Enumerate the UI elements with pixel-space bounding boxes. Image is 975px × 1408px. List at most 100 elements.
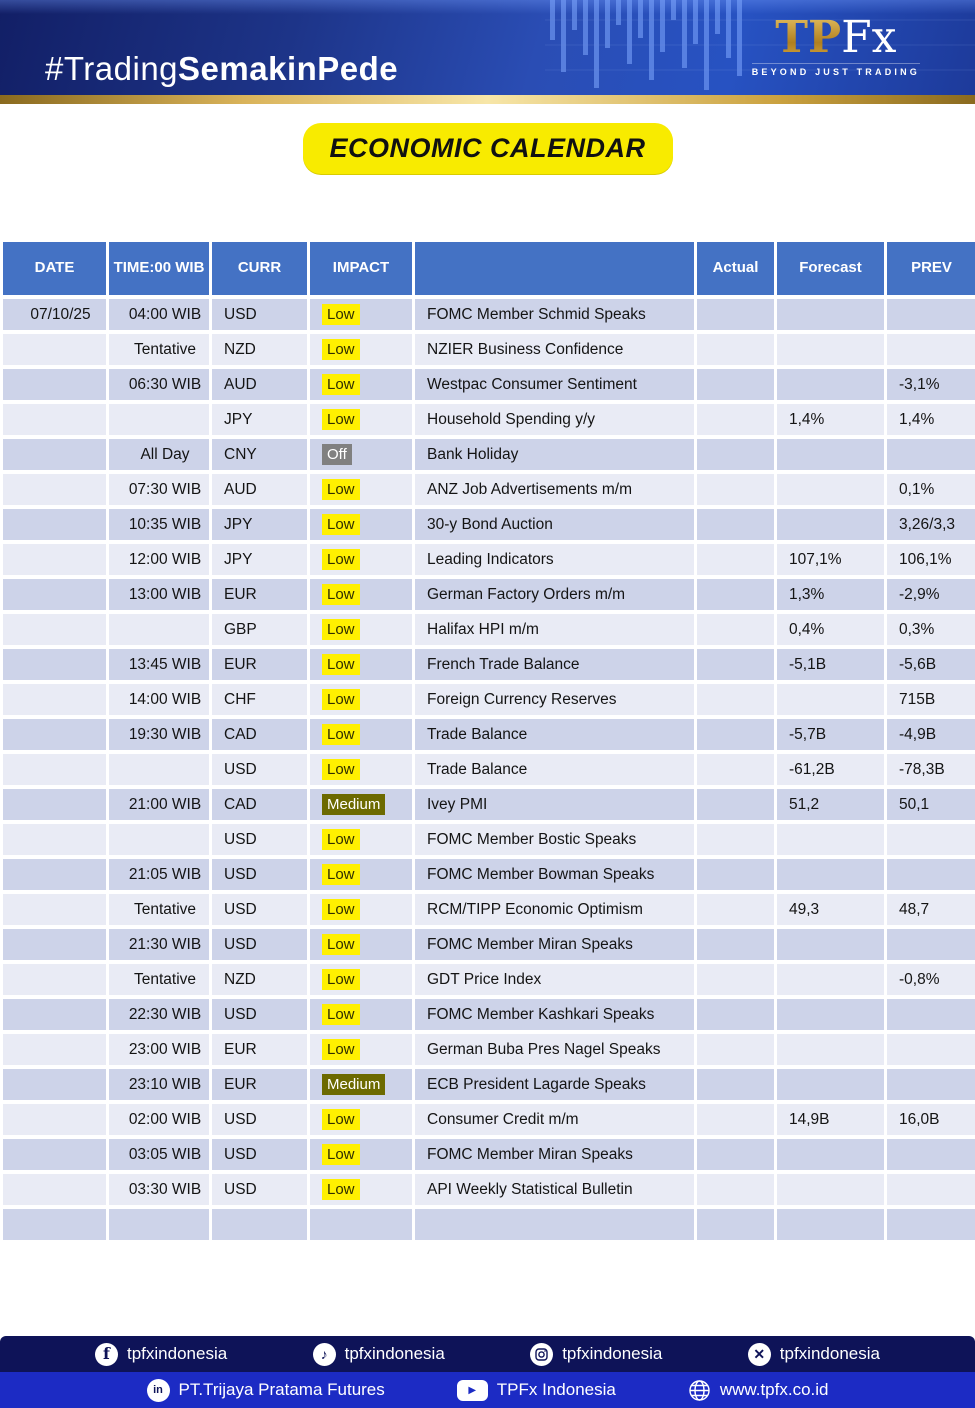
impact-badge-low: Low bbox=[322, 864, 360, 885]
cell-event: FOMC Member Bostic Speaks bbox=[415, 824, 694, 855]
cell-time: 14:00 WIB bbox=[109, 684, 209, 715]
cell-curr bbox=[212, 1209, 307, 1240]
column-header-date: DATE bbox=[3, 242, 106, 295]
cell-time: 13:00 WIB bbox=[109, 579, 209, 610]
cell-curr: USD bbox=[212, 859, 307, 890]
impact-badge-low: Low bbox=[322, 584, 360, 605]
page-title: ECONOMIC CALENDAR bbox=[302, 123, 673, 174]
cell-event: ECB President Lagarde Speaks bbox=[415, 1069, 694, 1100]
cell-impact: Medium bbox=[310, 1069, 412, 1100]
cell-actual bbox=[697, 824, 774, 855]
cell-prev bbox=[887, 824, 975, 855]
cell-time: 12:00 WIB bbox=[109, 544, 209, 575]
cell-prev: -0,8% bbox=[887, 964, 975, 995]
cell-actual bbox=[697, 614, 774, 645]
table-row: All Day CNY Off Bank Holiday bbox=[3, 439, 975, 470]
cell-actual bbox=[697, 369, 774, 400]
cell-event: FOMC Member Schmid Speaks bbox=[415, 299, 694, 330]
table-row: 22:30 WIB USD Low FOMC Member Kashkari Spea… bbox=[3, 999, 975, 1030]
cell-forecast: 107,1% bbox=[777, 544, 884, 575]
social-label: PT.Trijaya Pratama Futures bbox=[178, 1380, 385, 1399]
tpfx-logo-word: TPFx bbox=[752, 16, 920, 60]
social-link-x[interactable]: ✕ tpfxindonesia bbox=[747, 1342, 880, 1366]
cell-time: Tentative bbox=[109, 894, 209, 925]
social-link-tiktok[interactable]: ♪ tpfxindonesia bbox=[312, 1342, 445, 1366]
cell-actual bbox=[697, 964, 774, 995]
cell-event: FOMC Member Kashkari Speaks bbox=[415, 999, 694, 1030]
cell-date bbox=[3, 439, 106, 470]
cell-impact: Low bbox=[310, 614, 412, 645]
impact-badge-low: Low bbox=[322, 969, 360, 990]
cell-event: RCM/TIPP Economic Optimism bbox=[415, 894, 694, 925]
linkedin-icon: in bbox=[146, 1378, 170, 1402]
table-row: 21:05 WIB USD Low FOMC Member Bowman Speaks bbox=[3, 859, 975, 890]
cell-actual bbox=[697, 334, 774, 365]
cell-actual bbox=[697, 1104, 774, 1135]
cell-time: Tentative bbox=[109, 334, 209, 365]
social-link-linkedin[interactable]: in PT.Trijaya Pratama Futures bbox=[146, 1378, 385, 1402]
cell-forecast: 49,3 bbox=[777, 894, 884, 925]
cell-impact: Low bbox=[310, 509, 412, 540]
cell-time: 10:35 WIB bbox=[109, 509, 209, 540]
cell-forecast bbox=[777, 824, 884, 855]
hashtag-bold-part: SemakinPede bbox=[178, 50, 399, 87]
cell-time: 03:05 WIB bbox=[109, 1139, 209, 1170]
social-link-youtube[interactable]: ▶ TPFx Indonesia bbox=[456, 1379, 616, 1401]
social-link-facebook[interactable]: f tpfxindonesia bbox=[95, 1342, 227, 1366]
cell-date bbox=[3, 1034, 106, 1065]
cell-prev: -4,9B bbox=[887, 719, 975, 750]
cell-date bbox=[3, 369, 106, 400]
impact-badge-low: Low bbox=[322, 374, 360, 395]
cell-date bbox=[3, 579, 106, 610]
impact-badge-low: Low bbox=[322, 689, 360, 710]
cell-prev: 0,3% bbox=[887, 614, 975, 645]
cell-actual bbox=[697, 544, 774, 575]
cell-event: FOMC Member Miran Speaks bbox=[415, 1139, 694, 1170]
cell-prev: 106,1% bbox=[887, 544, 975, 575]
cell-time: 03:30 WIB bbox=[109, 1174, 209, 1205]
cell-actual bbox=[697, 1034, 774, 1065]
social-link-instagram[interactable]: tpfxindonesia bbox=[530, 1342, 662, 1366]
cell-forecast bbox=[777, 684, 884, 715]
social-label: TPFx Indonesia bbox=[496, 1380, 616, 1399]
cell-date bbox=[3, 824, 106, 855]
cell-event: 30-y Bond Auction bbox=[415, 509, 694, 540]
cell-impact: Low bbox=[310, 894, 412, 925]
cell-date bbox=[3, 509, 106, 540]
column-header-event bbox=[415, 242, 694, 295]
cell-date bbox=[3, 404, 106, 435]
cell-forecast: 0,4% bbox=[777, 614, 884, 645]
cell-forecast: 1,3% bbox=[777, 579, 884, 610]
cell-prev: -78,3B bbox=[887, 754, 975, 785]
cell-event: German Factory Orders m/m bbox=[415, 579, 694, 610]
impact-badge-low: Low bbox=[322, 934, 360, 955]
cell-date bbox=[3, 1174, 106, 1205]
table-row: 12:00 WIB JPY Low Leading Indicators 107,1% 1… bbox=[3, 544, 975, 575]
cell-curr: JPY bbox=[212, 509, 307, 540]
cell-forecast bbox=[777, 509, 884, 540]
cell-prev: -5,6B bbox=[887, 649, 975, 680]
table-row: 14:00 WIB CHF Low Foreign Currency Reserves… bbox=[3, 684, 975, 715]
cell-time: 23:10 WIB bbox=[109, 1069, 209, 1100]
cell-time: Tentative bbox=[109, 964, 209, 995]
cell-date bbox=[3, 1209, 106, 1240]
impact-badge-low: Low bbox=[322, 409, 360, 430]
cell-impact: Low bbox=[310, 824, 412, 855]
cell-event: Trade Balance bbox=[415, 754, 694, 785]
cell-curr: USD bbox=[212, 299, 307, 330]
cell-date: 07/10/25 bbox=[3, 299, 106, 330]
social-link-globe[interactable]: www.tpfx.co.id bbox=[688, 1379, 829, 1402]
cell-forecast bbox=[777, 439, 884, 470]
globe-icon bbox=[688, 1379, 711, 1402]
cell-date bbox=[3, 754, 106, 785]
logo-tagline: BEYOND JUST TRADING bbox=[751, 63, 920, 77]
cell-impact: Low bbox=[310, 579, 412, 610]
table-row bbox=[3, 1209, 975, 1240]
table-row: JPY Low Household Spending y/y 1,4% 1,4% bbox=[3, 404, 975, 435]
cell-event: German Buba Pres Nagel Speaks bbox=[415, 1034, 694, 1065]
cell-forecast bbox=[777, 1174, 884, 1205]
table-row: 19:30 WIB CAD Low Trade Balance -5,7B -4,9B bbox=[3, 719, 975, 750]
cell-actual bbox=[697, 719, 774, 750]
table-row: GBP Low Halifax HPI m/m 0,4% 0,3% bbox=[3, 614, 975, 645]
cell-event: Halifax HPI m/m bbox=[415, 614, 694, 645]
